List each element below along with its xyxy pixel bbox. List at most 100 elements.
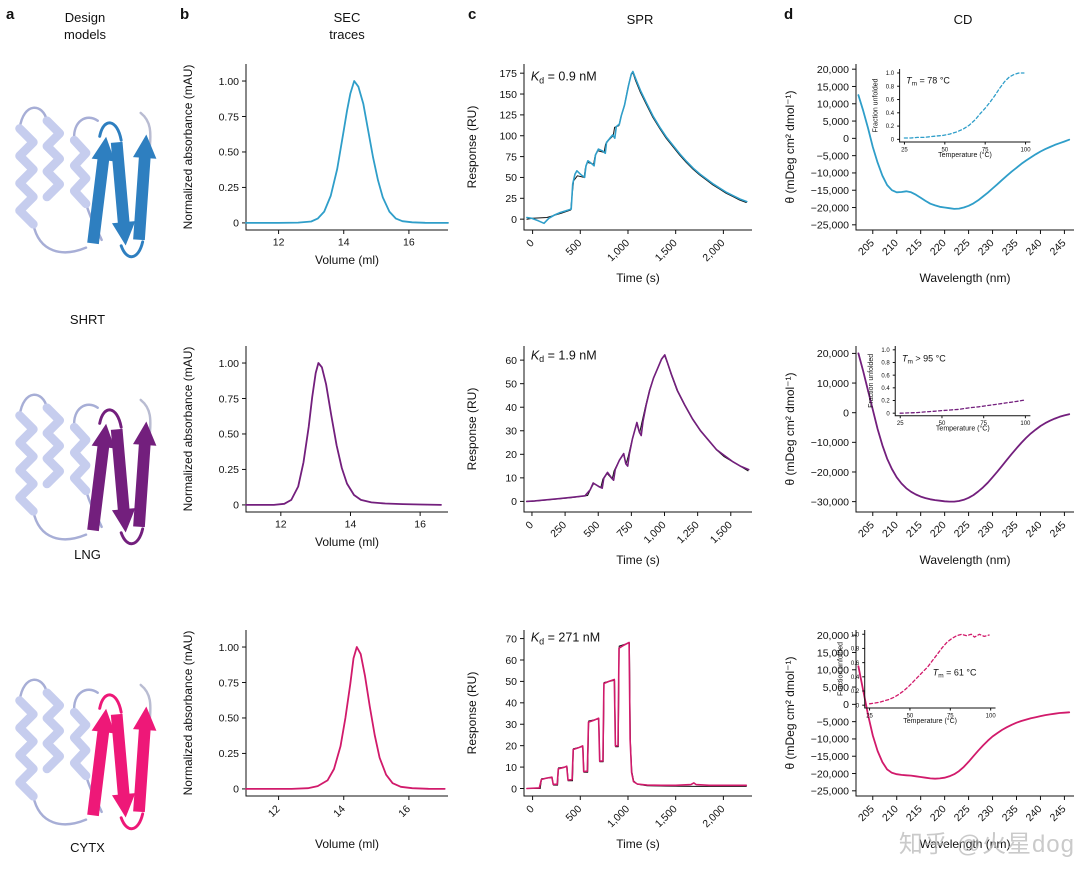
svg-text:235: 235 bbox=[1000, 803, 1021, 824]
chart-sec-shrt: 12 14 16 0 0.25 0.50 0.75 1.00 Volume (ml) Normal… bbox=[181, 64, 449, 267]
plot-inset: 25 50 75 100 0 0.2 0.4 0.6 0.8 1.0 Temperature (°C… bbox=[873, 68, 1032, 159]
svg-text:100: 100 bbox=[499, 131, 517, 143]
svg-text:1.00: 1.00 bbox=[219, 358, 240, 370]
column-title-design-line1: Design bbox=[64, 10, 106, 25]
svg-text:−20,000: −20,000 bbox=[811, 467, 849, 479]
axes bbox=[523, 64, 752, 231]
svg-text:−10,000: −10,000 bbox=[811, 734, 849, 746]
svg-text:Fraction unfolded: Fraction unfolded bbox=[873, 78, 880, 132]
svg-text:0: 0 bbox=[843, 133, 849, 145]
alpha-helix bbox=[69, 422, 91, 496]
beta-strand-arrow bbox=[87, 708, 115, 817]
plot-sec-cytx: 12 14 16 0 0.25 0.50 0.75 1.00 Volume (ml) Normal… bbox=[181, 630, 448, 851]
series-cytx-spr-fit bbox=[526, 642, 747, 789]
svg-text:Temperature (°C): Temperature (°C) bbox=[936, 425, 990, 433]
svg-text:25: 25 bbox=[505, 193, 517, 205]
axes bbox=[864, 630, 996, 709]
model-label-cytx: CYTX bbox=[70, 840, 105, 855]
svg-text:Normalized absorbance (mAU): Normalized absorbance (mAU) bbox=[181, 65, 195, 230]
axes bbox=[855, 346, 1074, 513]
svg-text:14: 14 bbox=[331, 803, 348, 820]
svg-text:0.75: 0.75 bbox=[219, 393, 240, 405]
svg-text:100: 100 bbox=[986, 714, 997, 720]
svg-text:0: 0 bbox=[511, 214, 517, 226]
beta-sheet bbox=[87, 693, 157, 831]
svg-text:0.50: 0.50 bbox=[219, 429, 240, 441]
series-cytx-sec-trace bbox=[245, 646, 446, 790]
svg-text:0: 0 bbox=[233, 218, 239, 230]
plot-spr-cytx: 0 500 1,000 1,500 2,000 0 10 20 30 40 50 60 70 Time (… bbox=[465, 630, 752, 851]
alpha-helix bbox=[42, 688, 65, 774]
series-lng-sec-trace bbox=[245, 362, 442, 506]
svg-text:205: 205 bbox=[856, 519, 877, 540]
protein-model-lng bbox=[15, 393, 157, 546]
svg-text:Fraction unfolded: Fraction unfolded bbox=[868, 354, 875, 408]
svg-text:0: 0 bbox=[843, 699, 849, 711]
series-shrt-sec-trace bbox=[245, 80, 449, 224]
beta-strand-arrow bbox=[110, 713, 136, 818]
annotation: Tm > 95 °C bbox=[902, 353, 946, 365]
series-cytx-cd-spectrum bbox=[857, 665, 1071, 780]
svg-text:230: 230 bbox=[976, 519, 997, 540]
svg-text:230: 230 bbox=[976, 803, 997, 824]
svg-text:245: 245 bbox=[1048, 803, 1069, 824]
svg-text:245: 245 bbox=[1048, 237, 1069, 258]
svg-text:12: 12 bbox=[273, 237, 285, 249]
svg-text:Volume (ml): Volume (ml) bbox=[315, 837, 379, 851]
svg-text:Response (RU): Response (RU) bbox=[465, 672, 479, 755]
svg-text:−25,000: −25,000 bbox=[811, 220, 849, 232]
chart-cd-shrt: 205 210 215 220 225 230 235 240 245 20,000 15,000 1… bbox=[783, 64, 1074, 285]
svg-text:210: 210 bbox=[880, 237, 901, 258]
svg-text:0.4: 0.4 bbox=[886, 111, 895, 117]
watermark: 知乎 @火星dog bbox=[898, 831, 1075, 858]
svg-text:Normalized absorbance (mAU): Normalized absorbance (mAU) bbox=[181, 631, 195, 796]
axes bbox=[523, 346, 752, 513]
svg-text:Time (s): Time (s) bbox=[616, 837, 660, 851]
svg-text:0: 0 bbox=[233, 500, 239, 512]
beta-strand-arrow bbox=[87, 423, 115, 532]
annotation: Tm = 61 °C bbox=[933, 667, 977, 679]
alpha-helix bbox=[15, 124, 38, 229]
chart-sec-lng: 12 14 16 0 0.25 0.50 0.75 1.00 Volume (ml) Normal… bbox=[181, 346, 448, 549]
svg-text:1.00: 1.00 bbox=[219, 642, 240, 654]
svg-text:235: 235 bbox=[1000, 519, 1021, 540]
chart-cd-cytx: 205 210 215 220 225 230 235 240 245 20,000 15,000 1… bbox=[783, 630, 1074, 851]
column-title-design-models: Design models bbox=[25, 10, 145, 44]
column-title-sec-traces: SEC traces bbox=[287, 10, 407, 44]
beta-strand-arrow bbox=[133, 706, 157, 813]
svg-text:1,500: 1,500 bbox=[708, 519, 735, 546]
svg-text:1.00: 1.00 bbox=[219, 76, 240, 88]
chart-sec-cytx: 12 14 16 0 0.25 0.50 0.75 1.00 Volume (ml) Normal… bbox=[181, 630, 448, 851]
svg-text:0.25: 0.25 bbox=[219, 464, 240, 476]
svg-text:0.6: 0.6 bbox=[886, 98, 895, 104]
series-lng-cd-spectrum bbox=[857, 352, 1071, 503]
alpha-helix bbox=[42, 116, 65, 202]
svg-text:θ (mDeg cm² dmol⁻¹): θ (mDeg cm² dmol⁻¹) bbox=[783, 372, 797, 485]
svg-text:Temperature (°C): Temperature (°C) bbox=[903, 717, 957, 725]
svg-text:225: 225 bbox=[952, 237, 973, 258]
svg-text:−25,000: −25,000 bbox=[811, 786, 849, 798]
model-label-shrt: SHRT bbox=[69, 312, 106, 327]
svg-text:−10,000: −10,000 bbox=[811, 168, 849, 180]
svg-text:1,250: 1,250 bbox=[675, 519, 702, 546]
plot-spr-shrt: 0 500 1,000 1,500 2,000 0 25 50 75 100 125 150 175 Ti… bbox=[465, 64, 752, 285]
svg-text:750: 750 bbox=[615, 519, 636, 540]
svg-text:100: 100 bbox=[1021, 148, 1032, 154]
svg-text:−20,000: −20,000 bbox=[811, 768, 849, 780]
svg-text:25: 25 bbox=[897, 421, 904, 427]
svg-text:0: 0 bbox=[524, 803, 537, 816]
series-lng-spr-fit bbox=[526, 354, 749, 502]
beta-strand-arrow bbox=[87, 136, 115, 245]
protein-model-cytx bbox=[15, 678, 157, 831]
svg-text:θ (mDeg cm² dmol⁻¹): θ (mDeg cm² dmol⁻¹) bbox=[783, 656, 797, 769]
svg-text:0.8: 0.8 bbox=[881, 361, 890, 367]
svg-text:1.0: 1.0 bbox=[886, 71, 895, 77]
svg-text:0.2: 0.2 bbox=[886, 124, 895, 130]
svg-text:Time (s): Time (s) bbox=[616, 271, 660, 285]
svg-text:40: 40 bbox=[505, 402, 517, 414]
svg-text:240: 240 bbox=[1024, 803, 1045, 824]
beta-sheet bbox=[87, 121, 157, 259]
beta-strand-arrow bbox=[110, 141, 136, 246]
series-shrt-melt bbox=[903, 72, 1025, 139]
column-title-sec-line2: traces bbox=[329, 26, 365, 42]
